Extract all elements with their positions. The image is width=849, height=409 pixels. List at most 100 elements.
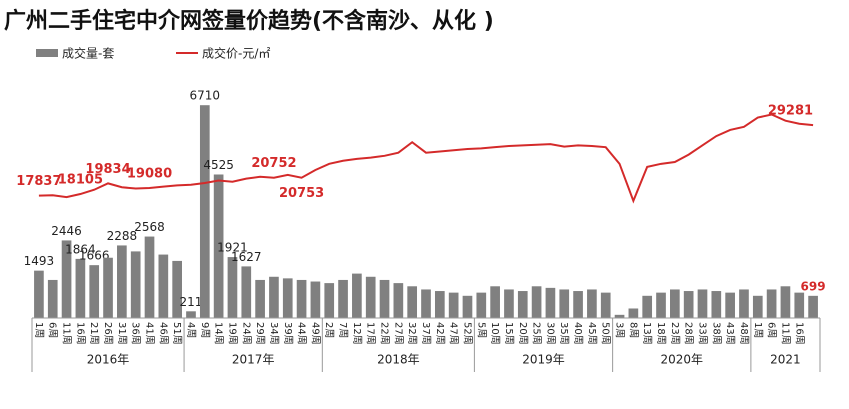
x-tick-label: 16周 xyxy=(74,322,86,345)
bar xyxy=(670,289,680,318)
x-tick-label: 47周 xyxy=(448,322,460,345)
year-label: 2016年 xyxy=(87,353,130,367)
x-tick-label: 35周 xyxy=(558,322,570,345)
bar xyxy=(752,295,763,318)
year-label: 2020年 xyxy=(660,353,703,367)
bar xyxy=(407,286,418,318)
line-value-label: 19080 xyxy=(127,167,172,182)
x-tick-label: 46周 xyxy=(157,322,169,345)
x-tick-label: 30周 xyxy=(544,322,556,345)
x-tick-label: 1周 xyxy=(33,322,45,338)
year-label: 2017年 xyxy=(232,353,275,367)
x-tick-label: 21周 xyxy=(88,322,100,345)
bar xyxy=(75,258,86,318)
x-tick-label: 14周 xyxy=(213,322,225,345)
bar xyxy=(434,291,445,318)
x-tick-label: 41周 xyxy=(144,322,156,345)
x-tick-label: 42周 xyxy=(434,322,446,345)
bar xyxy=(683,291,694,318)
bar xyxy=(476,292,487,318)
bar xyxy=(600,292,611,318)
x-tick-label: 36周 xyxy=(130,322,142,345)
legend-label: 成交量-套 xyxy=(62,46,114,61)
year-label: 2019年 xyxy=(522,353,565,367)
bar xyxy=(656,292,666,318)
bar xyxy=(324,283,335,318)
legend-swatch xyxy=(36,49,58,57)
bar xyxy=(144,236,155,318)
x-tick-label: 29周 xyxy=(254,322,266,345)
x-tick-label: 18周 xyxy=(655,322,667,345)
bar-value-label: 2288 xyxy=(107,229,138,243)
year-label: 2018年 xyxy=(377,353,420,367)
bar xyxy=(545,287,556,318)
bar xyxy=(158,254,169,318)
bar xyxy=(227,257,238,318)
x-tick-label: 34周 xyxy=(268,322,280,345)
x-tick-label: 38周 xyxy=(710,322,722,345)
x-tick-label: 6周 xyxy=(47,322,59,338)
bar xyxy=(559,289,570,318)
bar xyxy=(490,286,500,318)
bar xyxy=(766,289,777,318)
x-tick-label: 32周 xyxy=(406,322,418,345)
x-tick-label: 11周 xyxy=(779,322,791,345)
x-tick-label: 37周 xyxy=(420,322,432,345)
bar-value-label: 2568 xyxy=(134,220,165,234)
bar-value-label: 4525 xyxy=(203,158,234,172)
line-value-label: 20753 xyxy=(279,186,324,201)
x-tick-label: 11周 xyxy=(61,322,73,345)
x-tick-label: 24周 xyxy=(240,322,252,345)
bar xyxy=(338,279,348,318)
x-tick-label: 15周 xyxy=(503,322,515,345)
bar-value-label: 1864 xyxy=(65,242,96,256)
bar-value-label: 1627 xyxy=(231,250,262,264)
x-tick-label: 25周 xyxy=(531,322,543,345)
line-value-label: 18105 xyxy=(58,173,103,188)
bar xyxy=(296,279,307,318)
bar xyxy=(573,291,583,318)
bar xyxy=(628,308,639,318)
bar-value-label: 1493 xyxy=(24,254,55,268)
x-tick-label: 6周 xyxy=(766,322,778,338)
price-line xyxy=(38,113,814,204)
bar xyxy=(255,279,265,318)
bar xyxy=(103,257,113,318)
bar-value-label: 1666 xyxy=(79,249,110,263)
bar xyxy=(47,279,58,318)
x-tick-label: 10周 xyxy=(489,322,501,345)
x-tick-label: 40周 xyxy=(572,322,584,345)
bar-value-label: 6710 xyxy=(190,89,221,103)
bar xyxy=(61,240,72,318)
x-tick-label: 52周 xyxy=(461,322,473,345)
bar xyxy=(421,289,431,318)
bar xyxy=(642,295,653,318)
bar xyxy=(269,276,279,318)
bar xyxy=(379,279,390,318)
x-tick-label: 51周 xyxy=(171,322,183,345)
bar xyxy=(199,105,210,318)
bar xyxy=(352,273,362,318)
x-tick-label: 4周 xyxy=(185,322,197,338)
x-tick-label: 3周 xyxy=(614,322,626,338)
bar xyxy=(393,283,404,318)
bar xyxy=(310,281,321,318)
line-value-label: 19834 xyxy=(85,162,130,177)
bar-value-label: 2446 xyxy=(51,224,82,238)
x-tick-label: 12周 xyxy=(351,322,363,345)
x-tick-label: 16周 xyxy=(793,322,805,345)
bar xyxy=(780,286,791,318)
x-tick-label: 45周 xyxy=(586,322,598,345)
bar xyxy=(213,174,224,318)
chart-title: 广州二手住宅中介网签量价趋势(不含南沙、从化 ) xyxy=(4,8,494,34)
x-tick-label: 39周 xyxy=(282,322,294,345)
x-tick-label: 31周 xyxy=(116,322,128,345)
bar xyxy=(117,245,127,318)
bar xyxy=(531,286,542,318)
x-tick-label: 49周 xyxy=(309,322,321,345)
line-value-label: 20752 xyxy=(251,156,296,171)
x-tick-label: 8周 xyxy=(627,322,639,338)
x-tick-label: 27周 xyxy=(392,322,404,345)
bar xyxy=(241,266,252,318)
